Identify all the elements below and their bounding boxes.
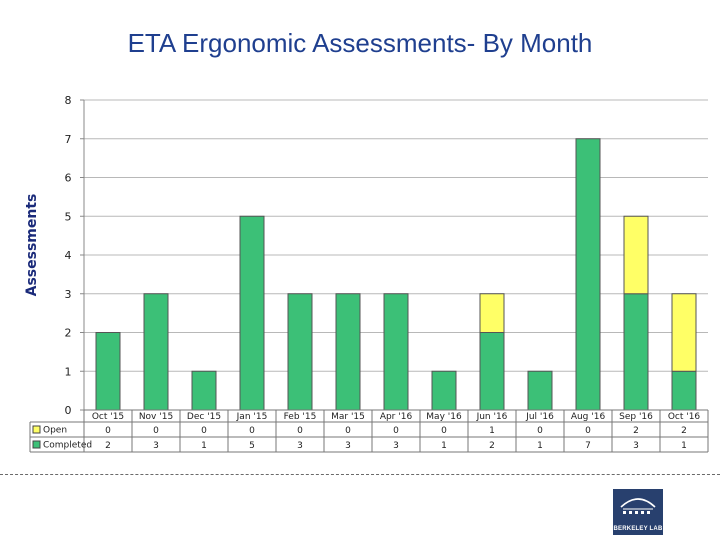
table-value: 7 <box>585 441 591 451</box>
x-category-label: Jul '16 <box>525 412 554 422</box>
y-tick-label: 8 <box>65 94 72 107</box>
table-value: 0 <box>585 426 591 436</box>
x-category-label: Jun '16 <box>476 412 508 422</box>
table-value: 0 <box>441 426 447 436</box>
x-category-label: Jan '15 <box>236 412 268 422</box>
y-axis-title: Assessments <box>24 194 40 297</box>
x-category-label: Aug '16 <box>571 412 606 422</box>
table-value: 2 <box>489 441 495 451</box>
bar-completed <box>287 293 313 411</box>
y-tick-label: 1 <box>65 365 72 378</box>
y-tick-label: 7 <box>65 133 72 146</box>
y-tick-label: 3 <box>65 288 72 301</box>
x-category-label: Sep '16 <box>619 412 653 422</box>
legend-swatch <box>32 440 41 449</box>
legend-swatch <box>32 425 41 434</box>
berkeley-lab-logo: BERKELEY LAB <box>613 489 663 535</box>
bar-completed <box>95 332 121 411</box>
x-category-label: Oct '15 <box>92 412 124 422</box>
footer-divider <box>0 474 720 475</box>
y-tick-label: 5 <box>65 210 72 223</box>
bar-completed <box>191 370 217 411</box>
table-value: 3 <box>153 441 159 451</box>
table-value: 3 <box>393 441 399 451</box>
table-value: 2 <box>633 426 639 436</box>
bar-completed <box>575 138 601 411</box>
bar-chart: 0 1 2 3 4 5 6 7 8 Assessments Open Completed Oct '15… <box>24 94 709 453</box>
table-value: 3 <box>633 441 639 451</box>
x-category-label: Dec '15 <box>187 412 221 422</box>
bar-open <box>479 293 505 333</box>
table-value: 2 <box>681 426 687 436</box>
table-value: 0 <box>153 426 159 436</box>
bar-completed <box>239 215 265 411</box>
table-value: 0 <box>393 426 399 436</box>
table-value: 1 <box>489 426 495 436</box>
bar-completed <box>671 370 697 411</box>
y-tick-label: 0 <box>65 404 72 417</box>
bar-completed <box>431 370 457 411</box>
table-value: 0 <box>249 426 255 436</box>
x-category-label: Apr '16 <box>380 412 413 422</box>
table-value: 1 <box>537 441 543 451</box>
bar-completed <box>623 293 649 411</box>
y-tick-label: 2 <box>65 327 72 340</box>
x-category-label: Oct '16 <box>668 412 701 422</box>
table-value: 0 <box>105 426 111 436</box>
table-value: 1 <box>681 441 687 451</box>
bar-completed <box>335 293 361 411</box>
lab-building-icon <box>620 498 656 514</box>
legend-label: Open <box>43 426 67 436</box>
y-tick-label: 6 <box>65 172 72 185</box>
table-value: 1 <box>441 441 447 451</box>
table-value: 1 <box>201 441 207 451</box>
table-value: 3 <box>297 441 303 451</box>
table-value: 2 <box>105 441 111 451</box>
x-category-label: Feb '15 <box>284 412 317 422</box>
bar-completed <box>143 293 169 411</box>
table-value: 0 <box>537 426 543 436</box>
logo-text: BERKELEY LAB <box>613 526 663 532</box>
bar-open <box>671 293 697 372</box>
y-tick-label: 4 <box>65 249 72 262</box>
table-value: 0 <box>345 426 351 436</box>
chart-title: ETA Ergonomic Assessments- By Month <box>127 28 593 58</box>
x-category-label: May '16 <box>426 412 462 422</box>
bar-completed <box>383 293 409 411</box>
table-value: 0 <box>201 426 207 436</box>
legend-label: Completed <box>43 441 92 451</box>
x-category-label: Mar '15 <box>331 412 365 422</box>
bar-completed <box>479 332 505 411</box>
bar-completed <box>527 370 553 411</box>
bar-open <box>623 215 649 295</box>
table-value: 5 <box>249 441 255 451</box>
x-category-label: Nov '15 <box>139 412 173 422</box>
table-value: 3 <box>345 441 351 451</box>
table-value: 0 <box>297 426 303 436</box>
